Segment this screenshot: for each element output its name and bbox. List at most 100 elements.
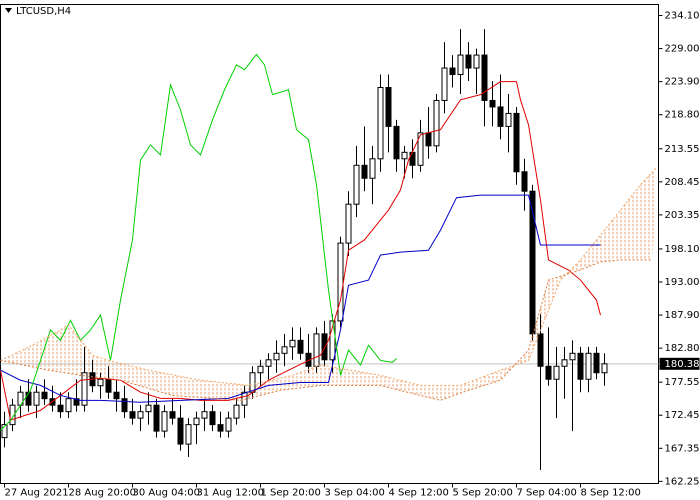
last-price-label: 180.38 (665, 359, 700, 370)
candle-body (209, 411, 216, 426)
candle-body (113, 391, 120, 400)
x-tick-label: 8 Sep 12:00 (581, 488, 641, 499)
candle-body (161, 411, 168, 432)
candle-body (97, 378, 104, 387)
candle-body (65, 398, 72, 413)
x-tick-label: 28 Aug 20:00 (69, 488, 136, 499)
candle-body (553, 365, 560, 380)
y-tick-label: 177.55 (665, 377, 700, 388)
candle-body (481, 54, 488, 101)
candle-body (361, 164, 368, 179)
candle-body (233, 404, 240, 419)
candle-body (513, 112, 520, 173)
candle-body (177, 417, 184, 445)
candle-body (273, 352, 280, 361)
x-tick-label: 7 Sep 04:00 (517, 488, 577, 499)
candle-body (81, 372, 88, 406)
candle-body (345, 203, 352, 244)
candle-body (153, 404, 160, 432)
candle-body (385, 86, 392, 127)
candle-body (465, 54, 472, 69)
candle-body (441, 67, 448, 101)
candle-body (601, 363, 608, 374)
y-tick-label: 167.35 (665, 443, 700, 454)
candle-body (561, 359, 568, 367)
candle-body (121, 398, 128, 413)
candle-body (185, 424, 192, 445)
y-tick-label: 213.55 (665, 144, 700, 155)
candle-body (569, 352, 576, 361)
candle-body (521, 171, 528, 192)
x-tick-label: 5 Sep 20:00 (453, 488, 513, 499)
x-tick-label: 27 Aug 2021 (5, 488, 69, 499)
y-tick-label: 218.80 (665, 110, 700, 121)
candle-body (129, 411, 136, 419)
y-tick-label: 172.45 (665, 410, 700, 421)
candle-body (201, 411, 208, 419)
candle-body (73, 398, 80, 406)
y-tick-label: 203.35 (665, 210, 700, 221)
candle-body (57, 404, 64, 413)
y-tick-label: 229.00 (665, 44, 700, 55)
candle-body (505, 112, 512, 127)
candle-body (1, 424, 8, 439)
x-tick-label: 1 Sep 20:00 (261, 488, 321, 499)
candle-body (9, 404, 16, 426)
y-tick-label: 223.90 (665, 77, 700, 88)
indicator-line (0, 81, 601, 421)
x-tick-label: 31 Aug 12:00 (197, 488, 264, 499)
indicator-line (0, 53, 397, 431)
y-tick-label: 162.25 (665, 476, 700, 487)
candle-body (265, 359, 272, 367)
candle-body (193, 417, 200, 426)
candle-body (337, 242, 344, 322)
candle-body (489, 99, 496, 108)
x-tick-label: 3 Sep 04:00 (325, 488, 385, 499)
candle-body (249, 372, 256, 393)
menu-triangle[interactable] (5, 8, 12, 13)
candle-body (577, 352, 584, 380)
candle-body (145, 404, 152, 413)
candle-body (401, 151, 408, 160)
y-tick-label: 198.10 (665, 244, 700, 255)
y-tick-label: 193.00 (665, 277, 700, 288)
candle-body (241, 391, 248, 406)
candle-body (497, 106, 504, 127)
candle-body (529, 190, 536, 335)
candle-body (257, 365, 264, 374)
x-tick-label: 4 Sep 12:00 (389, 488, 449, 499)
y-tick-label: 234.10 (665, 11, 700, 22)
candle-body (33, 391, 40, 406)
candle-body (169, 411, 176, 419)
y-tick-label: 208.45 (665, 177, 700, 188)
candle-body (417, 132, 424, 166)
candle-body (585, 352, 592, 380)
candle-body (137, 411, 144, 419)
chart-title: LTCUSD,H4 (16, 6, 71, 17)
candle-body (593, 352, 600, 374)
candle-body (473, 54, 480, 69)
indicator-line (0, 259, 653, 401)
candle-body (537, 333, 544, 367)
plot-frame (0, 4, 659, 484)
candle-body (457, 54, 464, 76)
candle-body (225, 417, 232, 432)
y-tick-label: 187.90 (665, 310, 700, 321)
candle-body (289, 339, 296, 348)
candle-body (217, 424, 224, 432)
last-price-box (659, 357, 700, 370)
candle-body (393, 125, 400, 160)
candle-body (281, 346, 288, 354)
candle-body (433, 99, 440, 147)
candle-body (313, 333, 320, 367)
candle-body (105, 378, 112, 393)
indicator-line (0, 167, 657, 386)
candle-body (425, 132, 432, 147)
candle-body (377, 86, 384, 160)
candle-body (41, 391, 48, 400)
y-tick-label: 182.80 (665, 343, 700, 354)
candle-body (449, 67, 456, 76)
indicator-line (0, 194, 601, 403)
